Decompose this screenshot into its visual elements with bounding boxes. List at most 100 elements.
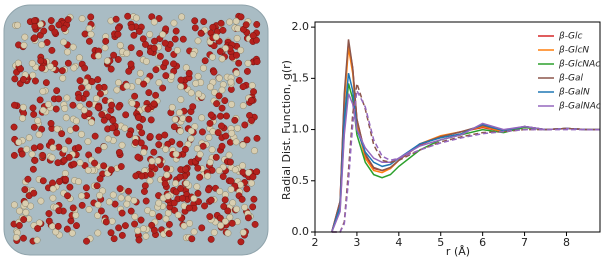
atom (119, 232, 125, 238)
atom (173, 28, 179, 34)
atom (79, 202, 85, 208)
atom (250, 32, 256, 38)
atom (254, 169, 260, 175)
atom (139, 130, 145, 136)
atom (81, 107, 87, 113)
atom (71, 65, 77, 71)
atom (96, 192, 102, 198)
atom (181, 223, 187, 229)
atom (149, 158, 155, 164)
atom (40, 88, 46, 94)
atom (79, 15, 85, 21)
atom (75, 178, 81, 184)
atom (102, 38, 108, 44)
atom (36, 131, 42, 137)
atom (41, 28, 47, 34)
atom (148, 117, 154, 123)
atom (21, 42, 27, 48)
atom (16, 139, 22, 145)
atom (207, 84, 213, 90)
atom (11, 124, 17, 130)
atom (11, 102, 17, 108)
atom (240, 229, 246, 235)
atom (244, 68, 250, 74)
atom (248, 180, 254, 186)
atom (70, 102, 76, 108)
atom (15, 60, 21, 66)
atom (191, 195, 197, 201)
atom (240, 83, 246, 89)
atom (188, 135, 194, 141)
atom (70, 205, 76, 211)
atom (20, 76, 26, 82)
atom (162, 40, 168, 46)
atom (244, 186, 250, 192)
atom (195, 165, 201, 171)
atom (207, 213, 213, 219)
atom (108, 102, 114, 108)
series-line (332, 43, 600, 233)
atom (131, 93, 137, 99)
atom (93, 95, 99, 101)
atom (122, 125, 128, 131)
atom (73, 212, 79, 218)
atom (210, 24, 216, 30)
atom (76, 95, 82, 101)
atom (98, 208, 104, 214)
atom (35, 117, 41, 123)
atom (103, 219, 109, 225)
atom (60, 39, 66, 45)
atom (131, 32, 137, 38)
atom (182, 166, 188, 172)
atom (73, 118, 79, 124)
atom (216, 93, 222, 99)
atom (191, 229, 197, 235)
atom (223, 133, 229, 139)
atom (151, 149, 157, 155)
atom (115, 31, 121, 37)
atom (88, 119, 94, 125)
atom (118, 163, 124, 169)
x-tick-label: 5 (437, 236, 444, 249)
atom (136, 28, 142, 34)
atom (31, 17, 37, 23)
atom (115, 104, 121, 110)
atom (94, 183, 100, 189)
atom (178, 96, 184, 102)
atom (64, 193, 70, 199)
atom (249, 82, 255, 88)
atom (65, 138, 71, 144)
atom (100, 163, 106, 169)
atom (200, 65, 206, 71)
atom (176, 109, 182, 115)
atom (178, 84, 184, 90)
atom (228, 79, 234, 85)
atom (78, 131, 84, 137)
atom (101, 117, 107, 123)
atom (48, 139, 54, 145)
atom (40, 178, 46, 184)
atom (208, 197, 214, 203)
atom (116, 149, 122, 155)
atom (101, 144, 107, 150)
atom (233, 206, 239, 212)
atom (133, 15, 139, 21)
atom (174, 47, 180, 53)
atom (153, 66, 159, 72)
y-tick-label: 0.0 (292, 225, 310, 238)
atom (39, 42, 45, 48)
atom (110, 52, 116, 58)
atom (65, 16, 71, 22)
atom (208, 236, 214, 242)
x-axis-label: r (Å) (446, 245, 470, 258)
atom (92, 133, 98, 139)
atom (171, 200, 177, 206)
atom (213, 100, 219, 106)
atom (251, 147, 257, 153)
atom (218, 20, 224, 26)
atom (48, 120, 54, 126)
atom (20, 216, 26, 222)
atom (48, 17, 54, 23)
atom (128, 44, 134, 50)
atom (211, 229, 217, 235)
